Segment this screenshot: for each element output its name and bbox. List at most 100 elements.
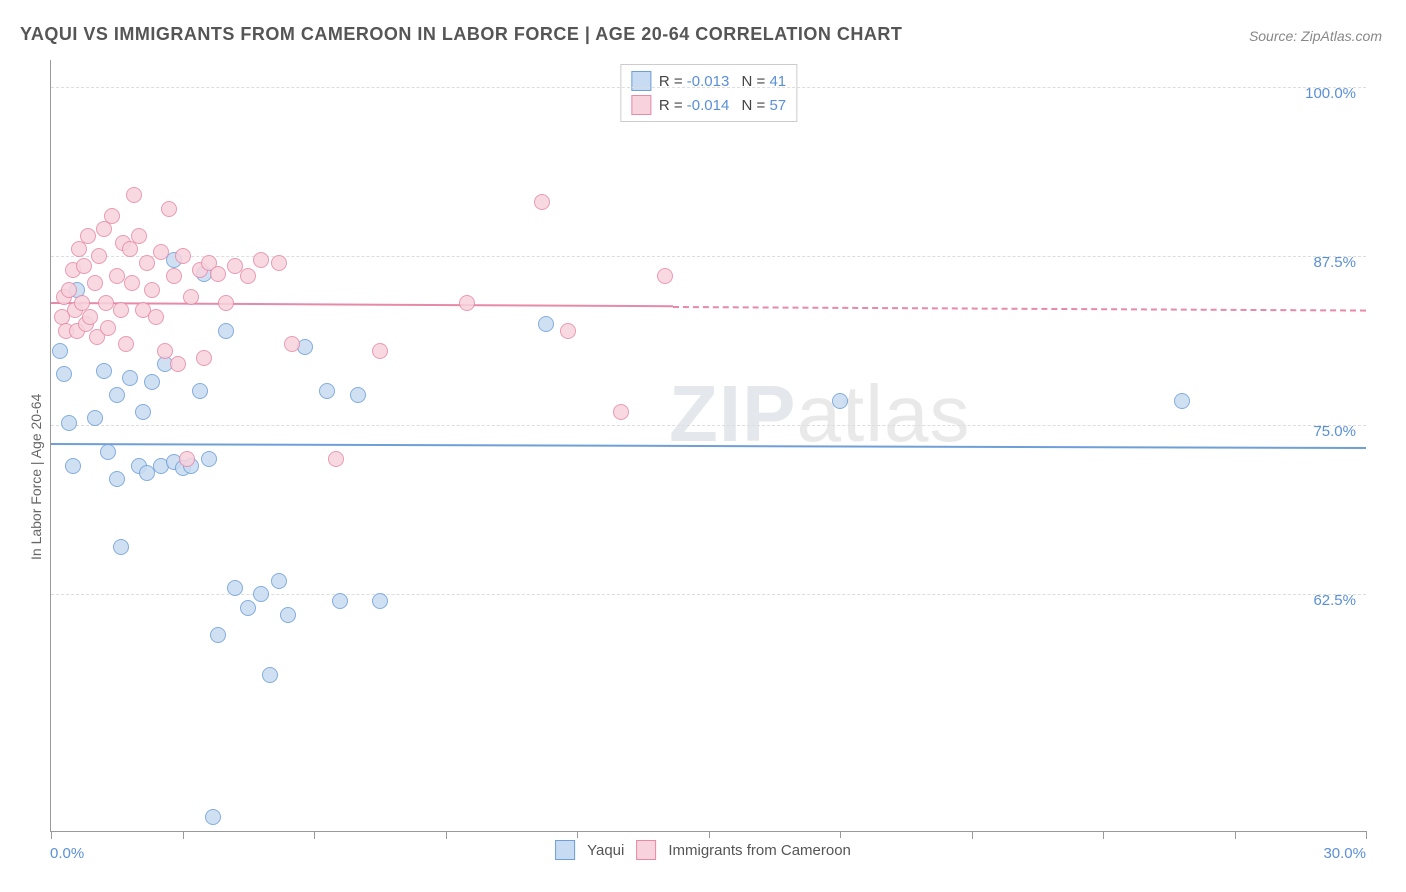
scatter-point bbox=[192, 383, 208, 399]
scatter-point bbox=[148, 309, 164, 325]
y-tick-label: 100.0% bbox=[1305, 85, 1356, 102]
gridline bbox=[51, 87, 1366, 88]
scatter-point bbox=[122, 241, 138, 257]
scatter-point bbox=[61, 415, 77, 431]
scatter-point bbox=[350, 387, 366, 403]
gridline bbox=[51, 256, 1366, 257]
scatter-point bbox=[240, 268, 256, 284]
legend-row-series-a: R = -0.013 N = 41 bbox=[631, 69, 786, 93]
scatter-point bbox=[144, 374, 160, 390]
scatter-point bbox=[271, 573, 287, 589]
legend-label-yaqui: Yaqui bbox=[587, 842, 624, 859]
scatter-point bbox=[262, 667, 278, 683]
x-tick bbox=[1235, 831, 1236, 839]
scatter-point bbox=[271, 255, 287, 271]
x-tick bbox=[314, 831, 315, 839]
scatter-point bbox=[76, 258, 92, 274]
scatter-point bbox=[65, 458, 81, 474]
x-tick bbox=[972, 831, 973, 839]
scatter-point bbox=[124, 275, 140, 291]
swatch-cameroon-bottom bbox=[636, 840, 656, 860]
scatter-point bbox=[61, 282, 77, 298]
scatter-point bbox=[1174, 393, 1190, 409]
x-tick bbox=[1366, 831, 1367, 839]
scatter-point bbox=[227, 580, 243, 596]
scatter-point bbox=[87, 410, 103, 426]
x-tick bbox=[51, 831, 52, 839]
scatter-point bbox=[179, 451, 195, 467]
legend-series: Yaqui Immigrants from Cameroon bbox=[547, 838, 859, 862]
gridline bbox=[51, 594, 1366, 595]
legend-label-cameroon: Immigrants from Cameroon bbox=[668, 842, 851, 859]
y-tick-label: 62.5% bbox=[1313, 592, 1356, 609]
y-tick-label: 75.0% bbox=[1313, 423, 1356, 440]
scatter-point bbox=[175, 248, 191, 264]
scatter-point bbox=[157, 343, 173, 359]
scatter-point bbox=[91, 248, 107, 264]
scatter-point bbox=[71, 241, 87, 257]
scatter-point bbox=[183, 289, 199, 305]
scatter-point bbox=[139, 255, 155, 271]
scatter-point bbox=[832, 393, 848, 409]
scatter-point bbox=[210, 266, 226, 282]
scatter-point bbox=[87, 275, 103, 291]
scatter-point bbox=[109, 471, 125, 487]
plot-area: ZIPatlas R = -0.013 N = 41 R = -0.014 N … bbox=[50, 60, 1366, 832]
scatter-point bbox=[201, 451, 217, 467]
scatter-point bbox=[109, 387, 125, 403]
n-value-b: N = 57 bbox=[737, 97, 786, 114]
scatter-point bbox=[534, 194, 550, 210]
y-axis-label: In Labor Force | Age 20-64 bbox=[28, 394, 44, 560]
scatter-point bbox=[96, 221, 112, 237]
scatter-point bbox=[113, 302, 129, 318]
regression-line-dashed bbox=[673, 306, 1366, 312]
scatter-point bbox=[80, 228, 96, 244]
scatter-point bbox=[538, 316, 554, 332]
swatch-cameroon bbox=[631, 95, 651, 115]
scatter-point bbox=[372, 343, 388, 359]
x-axis-label-right: 30.0% bbox=[1323, 845, 1366, 862]
scatter-point bbox=[372, 593, 388, 609]
y-tick-label: 87.5% bbox=[1313, 254, 1356, 271]
scatter-point bbox=[218, 295, 234, 311]
scatter-point bbox=[613, 404, 629, 420]
scatter-point bbox=[253, 252, 269, 268]
scatter-point bbox=[459, 295, 475, 311]
scatter-point bbox=[170, 356, 186, 372]
x-tick bbox=[446, 831, 447, 839]
scatter-point bbox=[657, 268, 673, 284]
scatter-point bbox=[196, 350, 212, 366]
scatter-point bbox=[104, 208, 120, 224]
gridline bbox=[51, 425, 1366, 426]
scatter-point bbox=[100, 444, 116, 460]
scatter-point bbox=[218, 323, 234, 339]
scatter-point bbox=[161, 201, 177, 217]
scatter-point bbox=[126, 187, 142, 203]
legend-correlation: R = -0.013 N = 41 R = -0.014 N = 57 bbox=[620, 64, 797, 122]
scatter-point bbox=[253, 586, 269, 602]
scatter-point bbox=[100, 320, 116, 336]
scatter-point bbox=[122, 370, 138, 386]
scatter-point bbox=[153, 244, 169, 260]
scatter-point bbox=[135, 404, 151, 420]
chart-title: YAQUI VS IMMIGRANTS FROM CAMEROON IN LAB… bbox=[20, 24, 902, 45]
scatter-point bbox=[131, 228, 147, 244]
scatter-point bbox=[144, 282, 160, 298]
scatter-point bbox=[328, 451, 344, 467]
x-axis-label-left: 0.0% bbox=[50, 845, 84, 862]
scatter-point bbox=[205, 809, 221, 825]
legend-row-series-b: R = -0.014 N = 57 bbox=[631, 93, 786, 117]
scatter-point bbox=[332, 593, 348, 609]
x-tick bbox=[183, 831, 184, 839]
scatter-point bbox=[109, 268, 125, 284]
scatter-point bbox=[319, 383, 335, 399]
scatter-point bbox=[240, 600, 256, 616]
scatter-point bbox=[560, 323, 576, 339]
scatter-point bbox=[210, 627, 226, 643]
scatter-point bbox=[118, 336, 134, 352]
scatter-point bbox=[96, 363, 112, 379]
scatter-point bbox=[98, 295, 114, 311]
source-attribution: Source: ZipAtlas.com bbox=[1249, 28, 1382, 44]
x-tick bbox=[1103, 831, 1104, 839]
swatch-yaqui-bottom bbox=[555, 840, 575, 860]
